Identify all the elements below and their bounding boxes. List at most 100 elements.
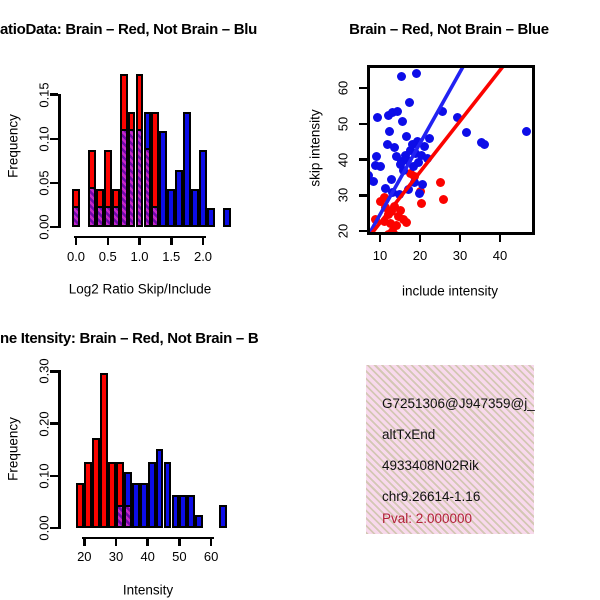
y-axis-tick xyxy=(358,194,367,197)
scatter-point xyxy=(425,133,435,143)
scatter-point xyxy=(417,180,427,190)
scatter-point xyxy=(370,160,380,170)
scatter-point xyxy=(392,221,402,231)
y-axis-tick xyxy=(50,181,58,185)
hist-overlap-region xyxy=(143,148,152,227)
x-axis-tick xyxy=(378,233,382,242)
x-axis-tick xyxy=(209,536,213,546)
x-tick-label: 60 xyxy=(203,549,219,564)
scatter-point xyxy=(435,177,445,187)
scatter-ylabel: skip intensity xyxy=(307,109,323,187)
hist-bar xyxy=(131,483,140,528)
y-axis-tick xyxy=(50,526,58,530)
x-tick-label: 40 xyxy=(140,549,155,564)
hist-bar xyxy=(175,170,184,227)
hist-bar xyxy=(222,208,231,227)
scatter-plot-box xyxy=(366,64,535,235)
y-axis-line xyxy=(58,370,61,530)
scatter-point xyxy=(405,146,415,156)
regression-lines xyxy=(369,67,504,232)
scatter-point xyxy=(408,162,418,172)
hist-bar xyxy=(167,189,176,227)
y-tick-label: 0.00 xyxy=(36,214,52,240)
scatter-point xyxy=(401,132,411,142)
scatter-point xyxy=(375,162,385,172)
hist-bar xyxy=(135,74,144,227)
x-tick-label: 50 xyxy=(172,549,187,564)
scatter-point xyxy=(396,72,406,82)
scatter-point xyxy=(369,177,378,187)
y-axis-tick xyxy=(358,158,367,161)
y-tick-label: 40 xyxy=(335,152,351,167)
y-tick-label: 0.00 xyxy=(36,515,52,541)
y-tick-label: 20 xyxy=(335,223,351,239)
hist-bar xyxy=(95,189,104,227)
hist-overlap-region xyxy=(111,206,120,227)
y-axis-tick xyxy=(358,229,367,233)
scatter-point xyxy=(389,142,399,152)
hist-bar xyxy=(111,189,120,227)
x-axis-tick xyxy=(114,536,118,546)
y-tick-label: 0.15 xyxy=(36,82,52,108)
scatter-point xyxy=(384,126,394,136)
scatter-point xyxy=(453,113,463,122)
x-tick-label: 40 xyxy=(492,248,508,263)
scatter-point xyxy=(396,205,406,215)
y-axis-tick xyxy=(50,422,58,425)
scatter-point xyxy=(390,230,400,232)
x-axis-tick xyxy=(418,233,422,242)
gene-id-text: G7251306@J947359@j_ xyxy=(382,396,535,411)
hist-overlap-region xyxy=(119,129,128,227)
scatter-point xyxy=(376,196,386,206)
event-type-text: altTxEnd xyxy=(382,427,436,442)
y-tick-label: 0.30 xyxy=(36,358,52,385)
hist-intensity-title: ne Itensity: Brain – Red, Not Brain – B xyxy=(0,330,259,347)
scatter-point xyxy=(405,169,415,179)
regression-line xyxy=(369,67,464,232)
scatter-xlabel: include intensity xyxy=(401,283,499,299)
scatter-point xyxy=(379,192,389,202)
x-axis-tick xyxy=(170,235,173,245)
scatter-point xyxy=(382,140,392,150)
hist-overlap-region xyxy=(135,129,144,227)
hist-bar xyxy=(139,483,148,528)
hist-bar xyxy=(108,462,116,528)
hist-bar xyxy=(76,483,85,528)
x-tick-label: 10 xyxy=(372,248,388,263)
hist-bar xyxy=(103,150,112,227)
y-tick-label: 0.10 xyxy=(36,463,52,489)
x-tick-label: 1.5 xyxy=(162,249,181,264)
hist-bar xyxy=(72,189,80,227)
hist-ratio-ylabel: Frequency xyxy=(5,114,21,178)
y-axis-tick xyxy=(50,93,58,96)
scatter-point xyxy=(461,128,471,138)
scatter-point xyxy=(380,216,390,226)
scatter-point xyxy=(393,107,403,117)
hist-overlap-region xyxy=(72,206,80,227)
hist-bar xyxy=(207,208,215,227)
scatter-point xyxy=(385,219,395,229)
scatter-point xyxy=(422,154,432,163)
hist-bar xyxy=(171,495,180,528)
scatter-point xyxy=(400,150,410,160)
gene-info-box: G7251306@J947359@j_ altTxEnd 4933408N02R… xyxy=(366,365,535,534)
hist-bar xyxy=(100,373,108,528)
scatter-point xyxy=(387,226,397,232)
scatter-point xyxy=(402,155,412,165)
scatter-point xyxy=(414,189,424,198)
x-tick-label: 0.5 xyxy=(98,249,117,264)
x-axis-tick xyxy=(138,235,141,245)
scatter-point xyxy=(413,157,423,167)
hist-bar xyxy=(187,495,196,528)
y-axis-tick xyxy=(50,370,58,373)
scatter-point xyxy=(381,203,391,213)
x-tick-label: 2.0 xyxy=(193,249,213,264)
hist-overlap-region xyxy=(151,206,160,227)
scatter-point xyxy=(387,175,397,185)
hist-bar xyxy=(151,112,160,227)
hist-overlap-region xyxy=(123,505,132,528)
hist-overlap-region xyxy=(87,187,96,227)
hist-bar xyxy=(84,462,93,528)
y-axis-tick xyxy=(358,122,367,126)
